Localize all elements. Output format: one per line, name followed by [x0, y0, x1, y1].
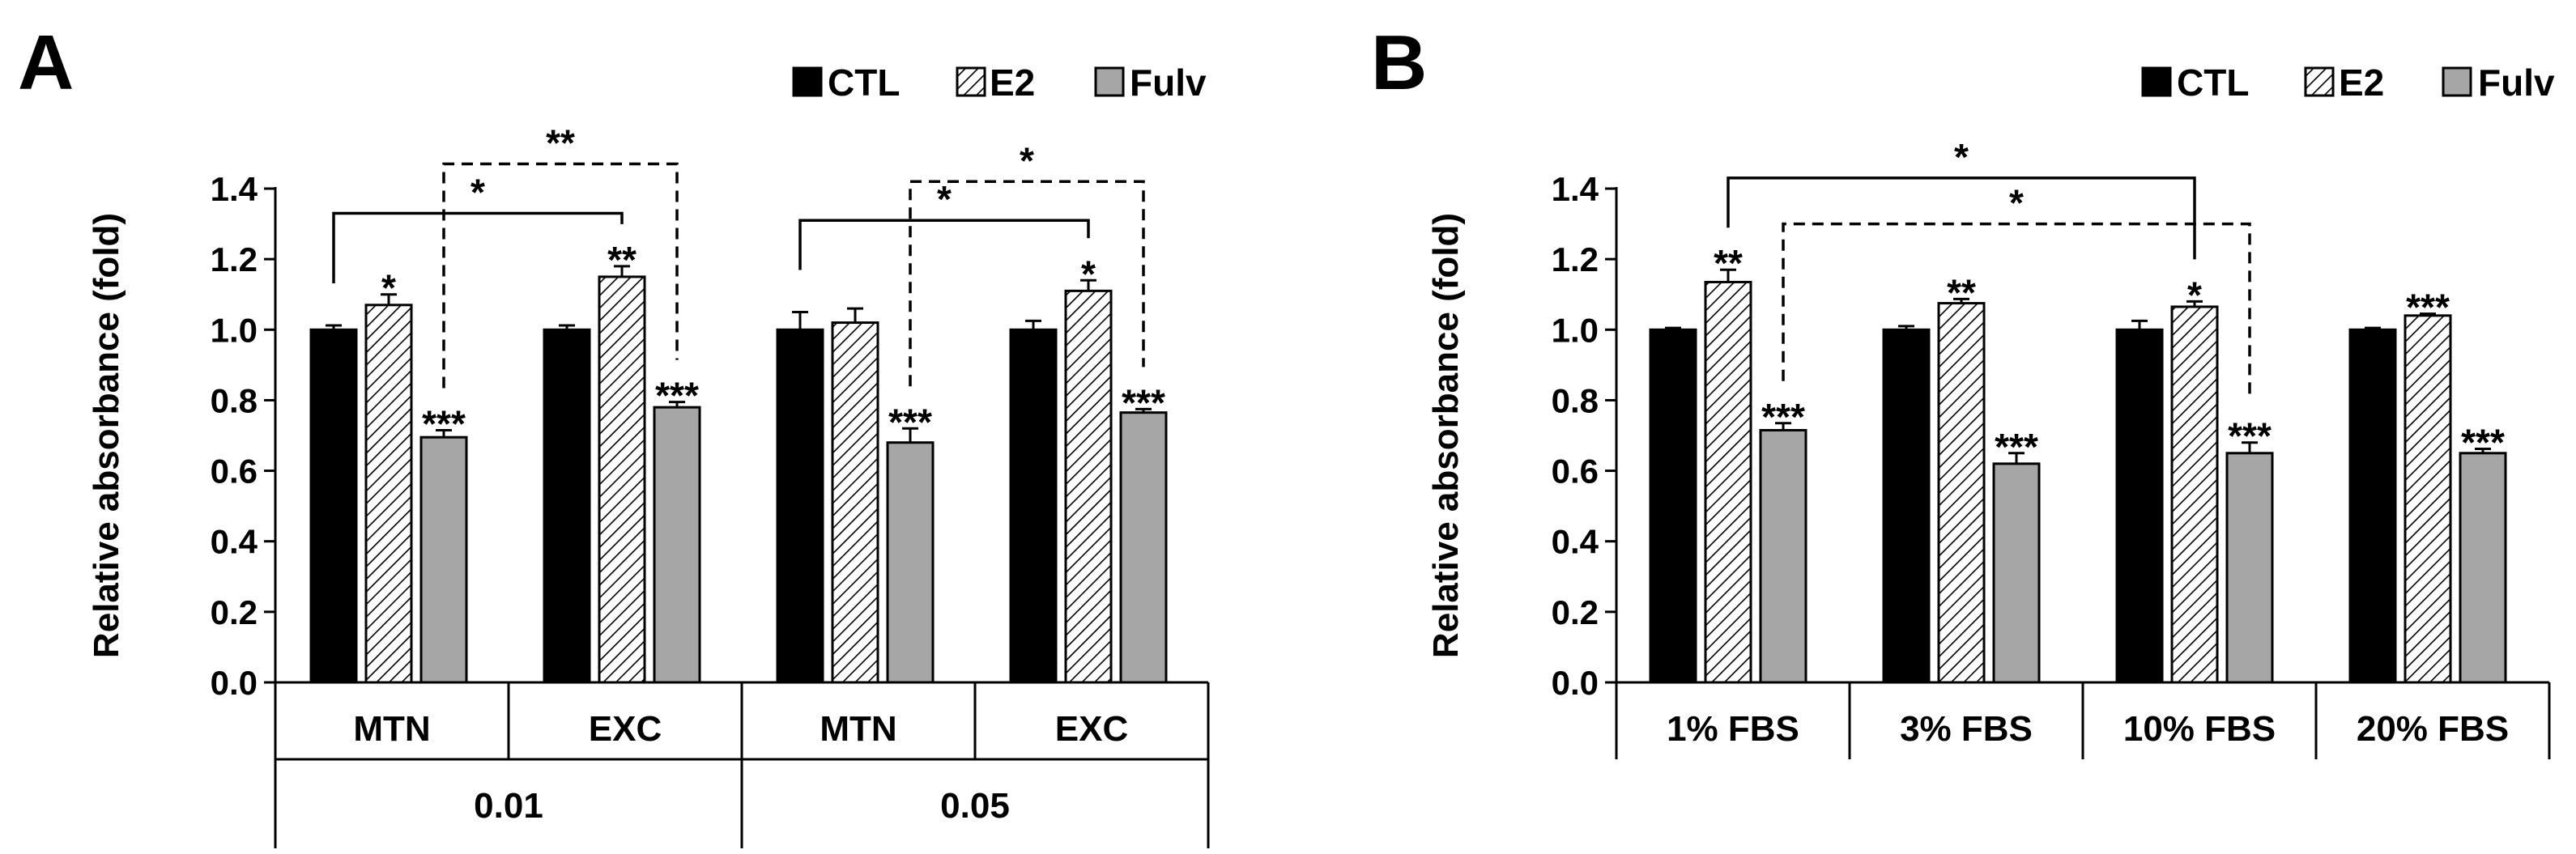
- significance-bracket: [442, 162, 679, 389]
- bar-e2: [364, 304, 413, 684]
- y-tick-label: 1.2: [1552, 240, 1599, 278]
- y-tick-label: 0.4: [1552, 523, 1599, 561]
- bar-ctl: [776, 328, 824, 684]
- panel-label: B: [1371, 19, 1427, 106]
- significance-stars: **: [607, 239, 637, 281]
- significance-bracket: [1782, 222, 2251, 401]
- bar-fulv: [2459, 452, 2507, 684]
- significance-bracket: [798, 219, 1090, 270]
- y-tick-label: 0.2: [1552, 593, 1599, 631]
- y-tick-label: 0.6: [211, 452, 258, 491]
- y-tick-label: 1.0: [1552, 311, 1599, 349]
- panel-a: A Relative absorbance (fold) 0.0 0.2 0.4 0.6 0…: [18, 19, 1210, 848]
- bar-fulv: [1992, 462, 2041, 684]
- panel-label: A: [18, 19, 74, 106]
- significance-bracket: [332, 211, 624, 284]
- x-group-label: 0.01: [474, 786, 543, 826]
- bar-fulv: [653, 406, 701, 684]
- significance-stars: ***: [2228, 415, 2272, 457]
- significance-stars: **: [1947, 271, 1976, 313]
- x-category-label: 1% FBS: [1667, 709, 1799, 749]
- bar-ctl: [1009, 328, 1058, 684]
- x-category-label: 3% FBS: [1900, 709, 2033, 749]
- legend-label-ctl: CTL: [828, 62, 900, 104]
- bracket-label: *: [470, 172, 485, 214]
- bar-fulv: [2225, 452, 2274, 684]
- significance-stars: ***: [1122, 381, 1165, 423]
- bar-ctl: [543, 328, 591, 684]
- significance-stars: ***: [422, 402, 466, 444]
- bracket-label: **: [546, 122, 575, 164]
- significance-stars: ***: [888, 401, 932, 443]
- bar-fulv: [886, 441, 935, 684]
- y-axis-title: Relative absorbance (fold): [87, 213, 126, 658]
- legend-label-fulv: Fulv: [2478, 62, 2555, 104]
- y-tick-label: 1.2: [211, 240, 258, 278]
- x-group-label: 0.05: [940, 786, 1010, 826]
- bracket-label: *: [1020, 139, 1034, 181]
- legend-swatch-e2: [956, 66, 986, 97]
- y-tick-label: 0.8: [211, 381, 258, 419]
- bar-fulv: [1119, 411, 1168, 684]
- legend-swatch-fulv: [1094, 66, 1125, 97]
- bar-e2: [1704, 280, 1752, 684]
- x-category-label: MTN: [353, 709, 430, 749]
- bar-e2: [598, 275, 646, 684]
- bar-ctl: [2348, 328, 2397, 684]
- significance-stars: ***: [1761, 396, 1805, 438]
- bar-ctl: [1882, 328, 1931, 684]
- legend-label-ctl: CTL: [2177, 62, 2249, 104]
- significance-stars: ***: [2406, 287, 2450, 329]
- bar-e2: [1064, 289, 1113, 684]
- bracket-label: *: [1954, 136, 1969, 178]
- significance-stars: ***: [1995, 426, 2038, 468]
- y-tick-label: 1.4: [1552, 170, 1599, 208]
- y-tick-label: 1.4: [211, 170, 258, 208]
- bar-fulv: [1759, 428, 1807, 684]
- significance-stars: ***: [655, 375, 699, 417]
- legend-swatch-ctl: [792, 66, 823, 97]
- bar-ctl: [309, 328, 358, 684]
- significance-stars: *: [381, 267, 396, 309]
- bracket-label: *: [937, 178, 952, 220]
- significance-stars: **: [1714, 242, 1743, 284]
- significance-bracket: [1727, 176, 2196, 260]
- y-tick-label: 0.0: [211, 664, 258, 702]
- bar-ctl: [2115, 328, 2164, 684]
- x-category-label: MTN: [820, 709, 896, 749]
- y-tick-label: 0.8: [1552, 381, 1599, 419]
- bar-e2: [831, 321, 879, 684]
- bar-ctl: [1649, 328, 1697, 684]
- x-category-label: EXC: [589, 709, 662, 749]
- y-tick-label: 1.0: [211, 311, 258, 349]
- bar-e2: [1937, 302, 1986, 684]
- bracket-label: *: [2009, 182, 2024, 224]
- significance-stars: *: [2187, 274, 2202, 316]
- legend-swatch-fulv: [2442, 66, 2472, 97]
- legend-swatch-ctl: [2141, 66, 2172, 97]
- y-axis-title: Relative absorbance (fold): [1426, 213, 1466, 658]
- y-tick-label: 0.2: [211, 593, 258, 631]
- bar-e2: [2170, 305, 2219, 684]
- legend-label-e2: E2: [990, 62, 1035, 104]
- x-category-label: EXC: [1055, 709, 1128, 749]
- significance-stars: ***: [2461, 422, 2505, 464]
- y-tick-label: 0.6: [1552, 452, 1599, 491]
- legend-label-e2: E2: [2339, 62, 2384, 104]
- x-category-label: 10% FBS: [2123, 709, 2276, 749]
- legend-label-fulv: Fulv: [1130, 62, 1207, 104]
- y-tick-label: 0.4: [211, 523, 258, 561]
- x-category-label: 20% FBS: [2357, 709, 2509, 749]
- significance-bracket: [909, 180, 1145, 387]
- panel-b: B Relative absorbance (fold) 0.0 0.2 0.4 0.6 0…: [1371, 19, 2555, 759]
- bar-e2: [2404, 314, 2452, 684]
- significance-stars: *: [1081, 253, 1096, 295]
- legend-swatch-e2: [2304, 66, 2335, 97]
- y-tick-label: 0.0: [1552, 664, 1599, 702]
- bar-fulv: [419, 435, 468, 684]
